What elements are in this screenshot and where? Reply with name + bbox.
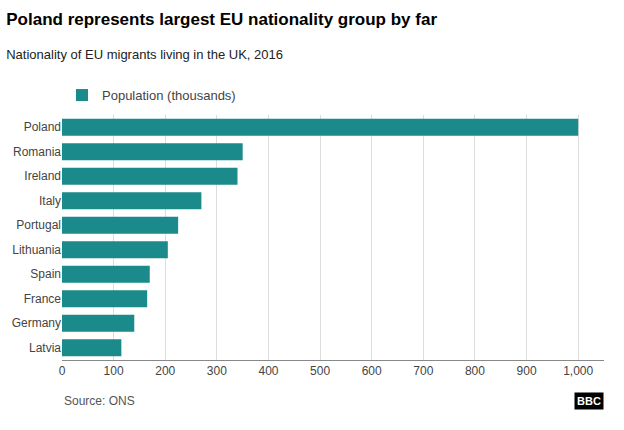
svg-text:Lithuania: Lithuania: [12, 243, 61, 257]
svg-text:Spain: Spain: [30, 267, 61, 281]
svg-text:800: 800: [465, 364, 485, 378]
svg-text:Ireland: Ireland: [24, 169, 61, 183]
svg-text:200: 200: [155, 364, 175, 378]
svg-text:Portugal: Portugal: [16, 218, 61, 232]
svg-text:Source: ONS: Source: ONS: [64, 394, 135, 408]
svg-text:Italy: Italy: [39, 194, 61, 208]
svg-text:300: 300: [207, 364, 227, 378]
svg-text:Poland: Poland: [24, 120, 61, 134]
svg-text:Romania: Romania: [13, 145, 61, 159]
svg-text:France: France: [24, 292, 62, 306]
svg-text:100: 100: [104, 364, 124, 378]
svg-text:Germany: Germany: [12, 316, 61, 330]
svg-text:500: 500: [310, 364, 330, 378]
svg-text:600: 600: [362, 364, 382, 378]
svg-text:1,000: 1,000: [563, 364, 593, 378]
svg-text:Population (thousands): Population (thousands): [102, 88, 236, 103]
svg-text:Nationality of EU migrants liv: Nationality of EU migrants living in the…: [6, 47, 283, 62]
svg-text:0: 0: [59, 364, 66, 378]
svg-text:900: 900: [517, 364, 537, 378]
svg-text:Poland represents largest EU n: Poland represents largest EU nationality…: [6, 10, 437, 29]
svg-text:Latvia: Latvia: [29, 341, 61, 355]
svg-text:400: 400: [258, 364, 278, 378]
svg-text:700: 700: [413, 364, 433, 378]
svg-text:BBC: BBC: [577, 395, 601, 407]
